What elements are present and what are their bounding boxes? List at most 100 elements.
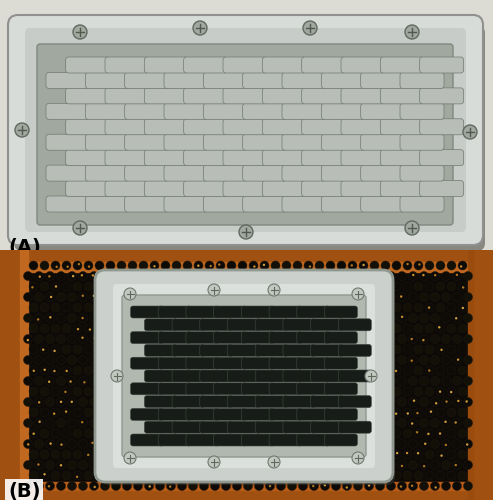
Circle shape <box>78 376 87 386</box>
Circle shape <box>310 272 318 280</box>
Circle shape <box>45 356 55 364</box>
Circle shape <box>411 484 413 487</box>
Circle shape <box>95 345 104 354</box>
Circle shape <box>238 366 247 375</box>
Circle shape <box>218 264 220 266</box>
Circle shape <box>183 450 192 459</box>
Circle shape <box>458 429 467 438</box>
Circle shape <box>24 376 33 386</box>
Circle shape <box>353 482 362 490</box>
Circle shape <box>35 334 43 344</box>
Circle shape <box>95 303 104 312</box>
FancyBboxPatch shape <box>302 119 346 135</box>
FancyBboxPatch shape <box>282 196 326 212</box>
Circle shape <box>314 422 317 424</box>
Circle shape <box>403 450 412 459</box>
Circle shape <box>84 282 93 291</box>
FancyBboxPatch shape <box>324 383 357 395</box>
FancyBboxPatch shape <box>341 88 385 104</box>
FancyBboxPatch shape <box>164 72 208 88</box>
Circle shape <box>144 440 153 448</box>
Circle shape <box>172 324 181 333</box>
Circle shape <box>254 272 263 280</box>
Circle shape <box>128 282 137 291</box>
Circle shape <box>434 486 437 488</box>
Circle shape <box>304 345 313 354</box>
Circle shape <box>116 464 118 466</box>
Circle shape <box>67 266 69 268</box>
Circle shape <box>143 328 146 330</box>
Circle shape <box>211 334 219 344</box>
Circle shape <box>442 376 451 386</box>
Circle shape <box>447 429 456 438</box>
Circle shape <box>254 482 263 490</box>
FancyBboxPatch shape <box>184 150 228 166</box>
Circle shape <box>409 440 418 448</box>
Circle shape <box>352 288 364 300</box>
FancyBboxPatch shape <box>302 180 346 196</box>
Circle shape <box>188 460 198 469</box>
Circle shape <box>29 471 38 480</box>
Circle shape <box>122 314 132 322</box>
Circle shape <box>390 400 393 403</box>
Circle shape <box>347 420 349 423</box>
Circle shape <box>461 306 464 309</box>
Circle shape <box>73 303 82 312</box>
Circle shape <box>27 339 29 342</box>
Circle shape <box>183 429 192 438</box>
Circle shape <box>62 282 71 291</box>
Circle shape <box>310 292 318 302</box>
Circle shape <box>210 368 212 371</box>
Circle shape <box>161 282 170 291</box>
Circle shape <box>167 398 176 406</box>
Circle shape <box>84 303 93 312</box>
Circle shape <box>341 347 343 349</box>
Circle shape <box>403 471 412 480</box>
Circle shape <box>131 326 133 328</box>
Circle shape <box>221 334 231 344</box>
Circle shape <box>249 429 258 438</box>
Circle shape <box>45 482 55 490</box>
Circle shape <box>106 471 115 480</box>
Circle shape <box>401 316 403 318</box>
Circle shape <box>233 292 242 302</box>
Circle shape <box>268 336 270 339</box>
Circle shape <box>277 460 285 469</box>
Circle shape <box>33 432 35 435</box>
Circle shape <box>353 440 362 448</box>
Circle shape <box>409 314 418 322</box>
Circle shape <box>188 482 198 490</box>
Circle shape <box>414 471 423 480</box>
Circle shape <box>200 292 209 302</box>
Circle shape <box>266 482 275 490</box>
Circle shape <box>397 440 407 448</box>
Circle shape <box>24 418 33 428</box>
Circle shape <box>27 443 30 446</box>
Circle shape <box>420 376 428 386</box>
Circle shape <box>266 376 275 386</box>
Circle shape <box>111 356 120 364</box>
FancyBboxPatch shape <box>131 357 164 369</box>
Circle shape <box>191 402 193 404</box>
Circle shape <box>200 272 209 280</box>
Circle shape <box>90 314 99 322</box>
Circle shape <box>246 402 248 404</box>
Circle shape <box>124 288 136 300</box>
Circle shape <box>57 334 66 344</box>
Circle shape <box>194 345 203 354</box>
FancyBboxPatch shape <box>283 344 316 356</box>
Circle shape <box>167 376 176 386</box>
Circle shape <box>320 292 329 302</box>
Circle shape <box>51 408 60 417</box>
Circle shape <box>414 408 423 417</box>
Circle shape <box>117 345 126 354</box>
Circle shape <box>216 471 225 480</box>
Circle shape <box>227 387 236 396</box>
Circle shape <box>40 450 49 459</box>
Circle shape <box>62 387 71 396</box>
Circle shape <box>99 348 102 351</box>
Circle shape <box>110 328 113 330</box>
Circle shape <box>227 324 236 333</box>
Circle shape <box>436 450 445 459</box>
Circle shape <box>298 334 308 344</box>
